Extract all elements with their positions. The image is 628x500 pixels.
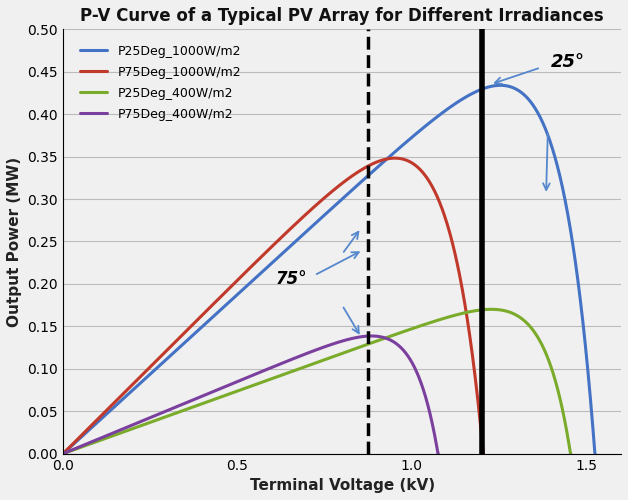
P25Deg_400W/m2 bbox=[463, 310, 471, 316]
P25Deg_1000W/m2 bbox=[479, 86, 486, 92]
P25Deg_1000W/m2 bbox=[384, 155, 391, 161]
P25Deg_400W/m2 bbox=[145, 420, 153, 426]
P75Deg_1000W/m2 bbox=[355, 168, 363, 174]
P75Deg_400W/m2 bbox=[416, 378, 424, 384]
P25Deg_1000W/m2 bbox=[59, 450, 67, 456]
P75Deg_1000W/m2 bbox=[391, 155, 399, 161]
Line: P75Deg_1000W/m2: P75Deg_1000W/m2 bbox=[63, 158, 484, 454]
P25Deg_1000W/m2 bbox=[196, 326, 203, 332]
P75Deg_400W/m2 bbox=[424, 402, 431, 408]
P25Deg_400W/m2 bbox=[273, 374, 281, 380]
P75Deg_400W/m2 bbox=[368, 333, 376, 339]
Text: 75°: 75° bbox=[276, 270, 308, 288]
P25Deg_400W/m2 bbox=[487, 306, 495, 312]
P25Deg_400W/m2 bbox=[567, 450, 575, 456]
P75Deg_400W/m2 bbox=[116, 427, 124, 433]
P75Deg_400W/m2 bbox=[435, 450, 442, 456]
X-axis label: Terminal Voltage (kV): Terminal Voltage (kV) bbox=[249, 478, 435, 493]
P25Deg_1000W/m2 bbox=[321, 212, 328, 218]
P75Deg_1000W/m2 bbox=[83, 428, 90, 434]
P25Deg_1000W/m2 bbox=[580, 328, 588, 334]
P25Deg_400W/m2 bbox=[59, 450, 67, 456]
P75Deg_1000W/m2 bbox=[59, 450, 67, 456]
P25Deg_400W/m2 bbox=[468, 308, 475, 314]
P25Deg_1000W/m2 bbox=[497, 82, 504, 88]
P75Deg_1000W/m2 bbox=[373, 159, 381, 165]
Line: P75Deg_400W/m2: P75Deg_400W/m2 bbox=[63, 336, 438, 454]
Title: P-V Curve of a Typical PV Array for Different Irradiances: P-V Curve of a Typical PV Array for Diff… bbox=[80, 7, 604, 25]
P75Deg_400W/m2 bbox=[358, 334, 365, 340]
Line: P25Deg_1000W/m2: P25Deg_1000W/m2 bbox=[63, 86, 595, 454]
Line: P25Deg_400W/m2: P25Deg_400W/m2 bbox=[63, 310, 571, 454]
P25Deg_1000W/m2 bbox=[161, 358, 169, 364]
P75Deg_1000W/m2 bbox=[275, 236, 283, 242]
P75Deg_1000W/m2 bbox=[480, 450, 487, 456]
Legend: P25Deg_1000W/m2, P75Deg_1000W/m2, P25Deg_400W/m2, P75Deg_400W/m2: P25Deg_1000W/m2, P75Deg_1000W/m2, P25Deg… bbox=[75, 40, 246, 126]
P25Deg_1000W/m2 bbox=[592, 450, 599, 456]
Text: 25°: 25° bbox=[551, 54, 585, 72]
P75Deg_1000W/m2 bbox=[453, 260, 461, 266]
P75Deg_400W/m2 bbox=[376, 334, 383, 340]
P75Deg_1000W/m2 bbox=[157, 354, 165, 360]
P25Deg_400W/m2 bbox=[187, 404, 195, 410]
P75Deg_400W/m2 bbox=[314, 346, 322, 352]
Y-axis label: Output Power (MW): Output Power (MW) bbox=[7, 156, 22, 326]
P25Deg_400W/m2 bbox=[304, 362, 311, 368]
P75Deg_400W/m2 bbox=[59, 450, 67, 456]
